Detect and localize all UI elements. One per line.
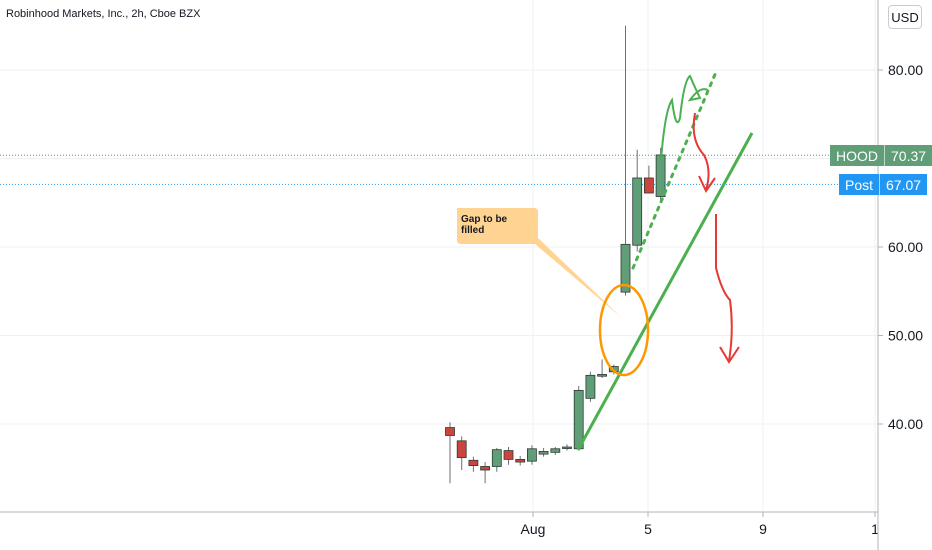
- candle: [632, 149, 643, 252]
- candle-body: [597, 374, 607, 377]
- candle-body: [585, 374, 596, 399]
- candle: [445, 422, 455, 484]
- x-tick-label: 5: [644, 521, 652, 537]
- candle-body: [632, 177, 643, 246]
- chart-title: Robinhood Markets, Inc., 2h, Cboe BZX: [6, 8, 201, 20]
- candle-body: [491, 449, 502, 467]
- y-tick-label: 80.00: [888, 62, 923, 78]
- x-tick-label: Aug: [521, 521, 546, 537]
- candle-body: [527, 448, 537, 462]
- projection-dotted-line: [631, 70, 718, 270]
- candle-body: [515, 458, 526, 463]
- post-price-value: 67.07: [879, 174, 927, 196]
- candle-body: [644, 177, 654, 194]
- candle: [456, 436, 467, 471]
- candle-body: [655, 154, 666, 197]
- candle-body: [620, 243, 631, 293]
- candle: [503, 447, 514, 465]
- y-tick-label: 50.00: [888, 328, 923, 344]
- candle: [468, 456, 479, 472]
- candle-body: [456, 440, 467, 459]
- candle: [562, 444, 572, 451]
- candle: [644, 165, 654, 194]
- candle-body: [468, 459, 479, 466]
- red-arrow-1: [692, 112, 710, 191]
- callout-text: Gap to be filled: [461, 214, 508, 236]
- candles: [445, 25, 666, 484]
- candle: [480, 462, 491, 484]
- candle: [550, 447, 561, 455]
- y-tick-label: 40.00: [888, 416, 923, 432]
- red-arrow-2-head: [719, 346, 740, 364]
- candle-body: [550, 448, 561, 453]
- x-tick-label: 1: [871, 521, 879, 537]
- last-price-tag: HOOD 70.37: [830, 145, 932, 167]
- candle: [620, 25, 631, 296]
- candle: [538, 447, 549, 457]
- annotation-layer-front: [576, 70, 754, 451]
- projection-squiggle: [660, 74, 709, 161]
- red-arrow-2: [715, 214, 733, 362]
- candle: [597, 359, 607, 378]
- candle: [515, 455, 526, 466]
- symbol-label: HOOD: [836, 147, 878, 164]
- candle-body: [538, 451, 549, 455]
- grid-lines: [0, 0, 878, 512]
- candle: [585, 371, 596, 402]
- red-arrow-1-head: [698, 175, 716, 194]
- candle-body: [445, 427, 455, 436]
- candle: [491, 447, 502, 472]
- candle-body: [503, 450, 514, 460]
- candle: [527, 445, 537, 465]
- callout-bubble: [457, 208, 622, 318]
- post-label: Post: [845, 176, 874, 193]
- post-price-tag: Post 67.07: [839, 174, 928, 196]
- trend-line: [576, 132, 754, 451]
- candle-body: [480, 466, 491, 471]
- gap-circle: [598, 283, 650, 377]
- x-tick-label: 9: [759, 521, 767, 537]
- candle-body: [562, 446, 572, 449]
- y-tick-label: 60.00: [888, 239, 923, 255]
- annotation-layer-back: [457, 208, 622, 318]
- currency-button[interactable]: USD: [888, 5, 922, 29]
- last-price-value: 70.37: [884, 145, 932, 167]
